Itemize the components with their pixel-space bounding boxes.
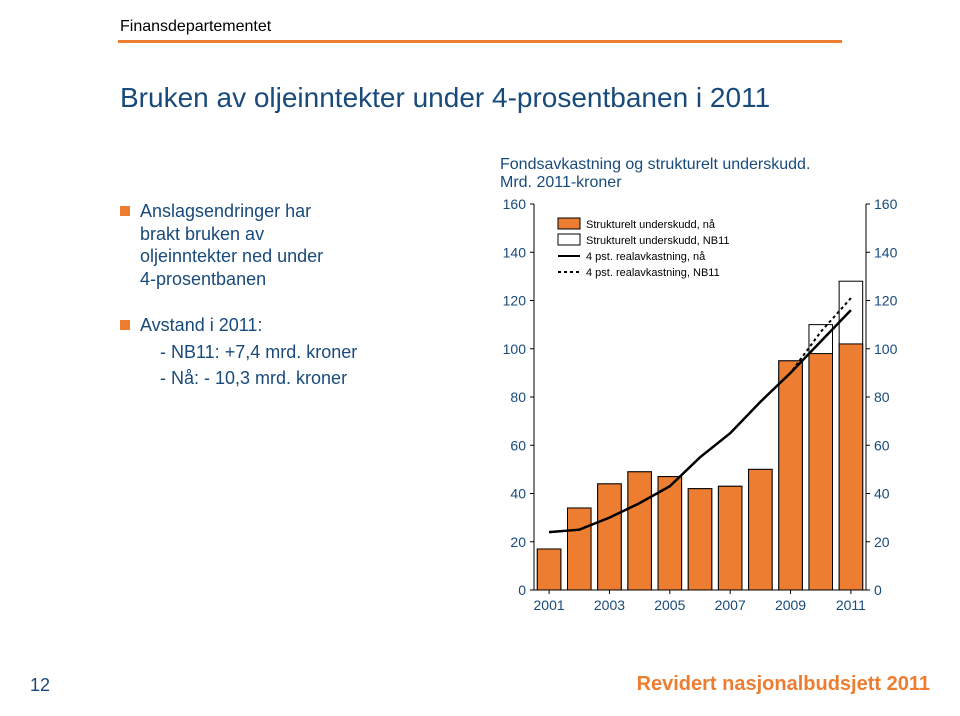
header-underline bbox=[118, 40, 842, 43]
bullet-subline: - NB11: +7,4 mrd. kroner bbox=[160, 341, 357, 364]
svg-text:4 pst. realavkastning, NB11: 4 pst. realavkastning, NB11 bbox=[586, 267, 720, 279]
svg-text:120: 120 bbox=[503, 293, 527, 309]
svg-text:40: 40 bbox=[510, 486, 526, 502]
svg-text:0: 0 bbox=[518, 582, 526, 598]
svg-text:Strukturelt underskudd, nå: Strukturelt underskudd, nå bbox=[586, 219, 716, 231]
bar-na bbox=[658, 477, 682, 590]
bullet-text: Avstand i 2011: - NB11: +7,4 mrd. kroner -… bbox=[140, 314, 357, 390]
footer-label: Revidert nasjonalbudsjett 2011 bbox=[637, 673, 930, 696]
svg-text:2011: 2011 bbox=[836, 597, 866, 613]
svg-text:0: 0 bbox=[874, 582, 882, 598]
svg-text:2001: 2001 bbox=[534, 597, 565, 613]
bullet-marker bbox=[120, 320, 130, 330]
bar-na bbox=[839, 344, 863, 590]
bar-na bbox=[779, 361, 803, 590]
bullet-0: Anslagsendringer harbrakt bruken avoljei… bbox=[120, 200, 500, 290]
fondsavkastning-chart: 0 0 20 20 40 40 60 60 80 80 100 100 120 120 140 140 160 1… bbox=[500, 196, 900, 616]
svg-text:2009: 2009 bbox=[775, 597, 806, 613]
svg-text:160: 160 bbox=[874, 196, 898, 212]
svg-text:4 pst. realavkastning, nå: 4 pst. realavkastning, nå bbox=[586, 251, 706, 263]
svg-text:Strukturelt underskudd, NB11: Strukturelt underskudd, NB11 bbox=[586, 235, 729, 247]
chart-legend: Strukturelt underskudd, nå Strukturelt un… bbox=[558, 218, 729, 279]
svg-text:2005: 2005 bbox=[654, 597, 685, 613]
svg-text:100: 100 bbox=[503, 341, 527, 357]
svg-text:100: 100 bbox=[874, 341, 898, 357]
svg-text:140: 140 bbox=[874, 244, 898, 260]
bullet-list: Anslagsendringer harbrakt bruken avoljei… bbox=[120, 200, 500, 414]
svg-text:120: 120 bbox=[874, 293, 898, 309]
svg-text:40: 40 bbox=[874, 486, 890, 502]
bullet-line: Anslagsendringer har bbox=[140, 200, 323, 223]
bullet-1: Avstand i 2011: - NB11: +7,4 mrd. kroner -… bbox=[120, 314, 500, 390]
svg-text:140: 140 bbox=[503, 244, 527, 260]
bullet-subline: - Nå: - 10,3 mrd. kroner bbox=[160, 367, 357, 390]
bullet-marker bbox=[120, 206, 130, 216]
bar-na bbox=[568, 508, 592, 590]
chart-title: Fondsavkastning og strukturelt underskud… bbox=[500, 156, 900, 192]
chart-title-line: Mrd. 2011-kroner bbox=[500, 174, 900, 192]
svg-text:60: 60 bbox=[510, 437, 526, 453]
bar-na bbox=[718, 486, 742, 590]
bar-na bbox=[809, 354, 833, 590]
bar-na bbox=[628, 472, 652, 590]
bullet-line: oljeinntekter ned under bbox=[140, 245, 323, 268]
bullet-line: 4-prosentbanen bbox=[140, 268, 323, 291]
chart-title-line: Fondsavkastning og strukturelt underskud… bbox=[500, 156, 900, 174]
bullet-text: Anslagsendringer harbrakt bruken avoljei… bbox=[140, 200, 323, 290]
page-number: 12 bbox=[30, 675, 50, 696]
bullet-line: brakt bruken av bbox=[140, 223, 323, 246]
svg-text:80: 80 bbox=[874, 389, 890, 405]
chart-area: Fondsavkastning og strukturelt underskud… bbox=[500, 156, 900, 616]
svg-text:160: 160 bbox=[503, 196, 527, 212]
bar-na bbox=[537, 549, 561, 590]
department-label: Finansdepartementet bbox=[120, 18, 271, 36]
bar-na bbox=[749, 469, 773, 590]
svg-text:20: 20 bbox=[510, 534, 526, 550]
svg-text:2007: 2007 bbox=[715, 597, 746, 613]
bullet-line: Avstand i 2011: bbox=[140, 314, 357, 337]
slide-title: Bruken av oljeinntekter under 4-prosentb… bbox=[120, 82, 770, 114]
svg-text:80: 80 bbox=[510, 389, 526, 405]
bar-na bbox=[598, 484, 622, 590]
slide: Finansdepartementet Bruken av oljeinntek… bbox=[0, 0, 960, 716]
svg-text:60: 60 bbox=[874, 437, 890, 453]
svg-text:2003: 2003 bbox=[594, 597, 625, 613]
bar-na bbox=[688, 489, 712, 590]
svg-text:20: 20 bbox=[874, 534, 890, 550]
